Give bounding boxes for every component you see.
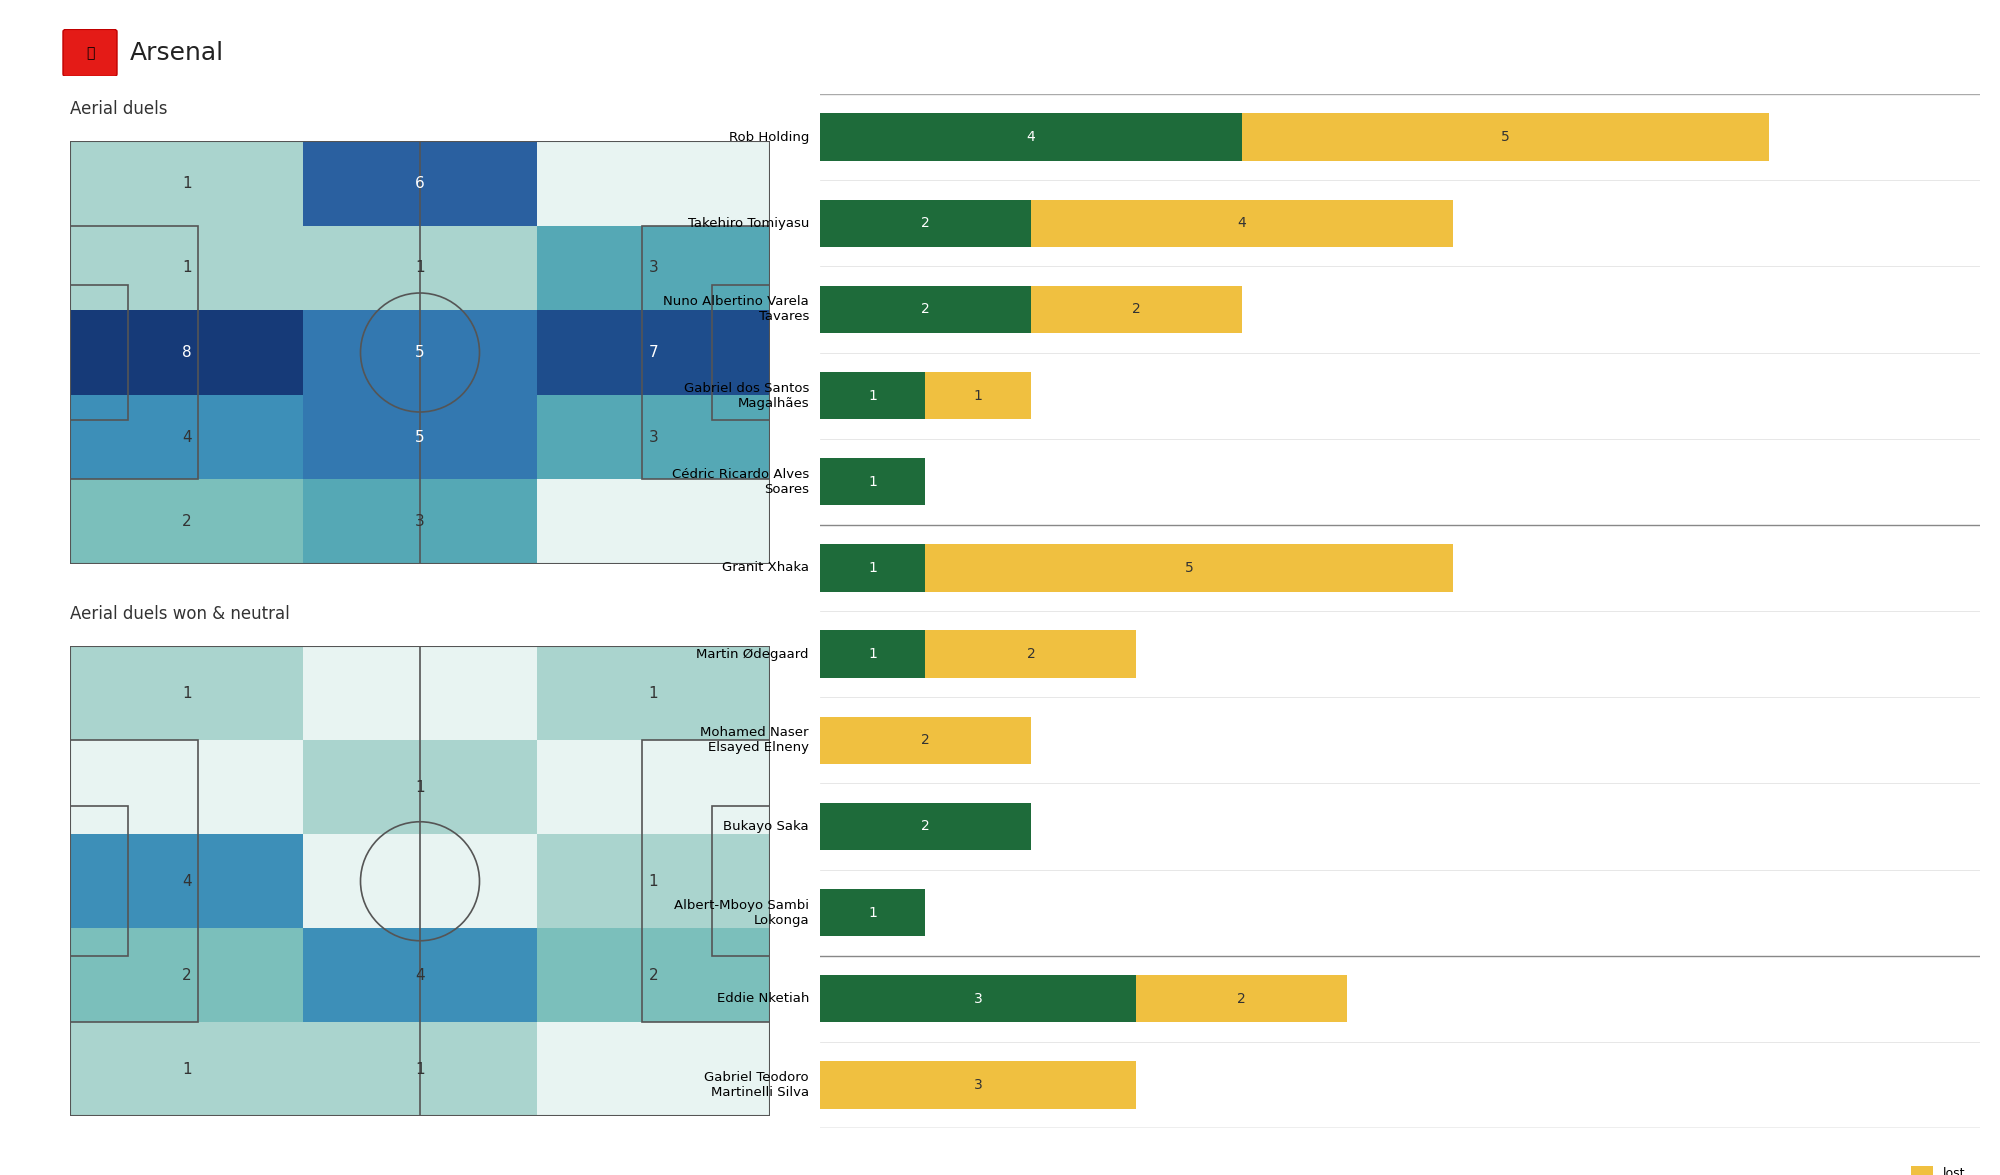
Text: 1: 1 xyxy=(868,906,878,920)
Bar xyxy=(820,975,1136,1022)
Text: 5: 5 xyxy=(1502,130,1510,145)
Text: 1: 1 xyxy=(868,560,878,575)
Text: 2: 2 xyxy=(182,515,192,529)
Bar xyxy=(1136,975,1348,1022)
Text: 1: 1 xyxy=(416,780,424,794)
Bar xyxy=(820,1061,1136,1109)
Bar xyxy=(820,803,1030,851)
Text: 3: 3 xyxy=(648,261,658,275)
Text: 5: 5 xyxy=(1184,560,1194,575)
Text: 1: 1 xyxy=(416,1062,424,1076)
Text: 1: 1 xyxy=(182,176,192,190)
Text: 1: 1 xyxy=(182,686,192,700)
Text: 2: 2 xyxy=(922,302,930,316)
Text: 2: 2 xyxy=(922,733,930,747)
Bar xyxy=(926,371,1030,419)
Text: 3: 3 xyxy=(974,992,982,1006)
Bar xyxy=(926,544,1452,592)
Text: 8: 8 xyxy=(182,345,192,360)
FancyBboxPatch shape xyxy=(64,29,116,76)
Text: 1: 1 xyxy=(974,389,982,403)
Bar xyxy=(820,544,926,592)
Bar xyxy=(820,631,926,678)
Text: 1: 1 xyxy=(416,261,424,275)
Bar xyxy=(820,371,926,419)
Bar xyxy=(820,286,1030,334)
Text: 1: 1 xyxy=(182,1062,192,1076)
Text: 2: 2 xyxy=(182,968,192,982)
Text: 4: 4 xyxy=(416,968,424,982)
Text: 3: 3 xyxy=(648,430,658,444)
Text: 🔴: 🔴 xyxy=(86,46,94,60)
Text: 2: 2 xyxy=(648,968,658,982)
Text: Arsenal: Arsenal xyxy=(130,41,224,65)
Text: 4: 4 xyxy=(182,874,192,888)
Text: 7: 7 xyxy=(648,345,658,360)
Text: Aerial duels: Aerial duels xyxy=(70,100,168,118)
Text: 2: 2 xyxy=(1132,302,1140,316)
Text: 1: 1 xyxy=(648,686,658,700)
Bar xyxy=(820,200,1030,247)
Bar xyxy=(1030,286,1242,334)
Text: 5: 5 xyxy=(416,430,424,444)
Text: Aerial duels won & neutral: Aerial duels won & neutral xyxy=(70,605,290,623)
Legend: lost, won: lost, won xyxy=(1906,1161,1974,1175)
Text: 2: 2 xyxy=(922,216,930,230)
Text: 5: 5 xyxy=(416,345,424,360)
Bar xyxy=(820,717,1030,764)
Text: 1: 1 xyxy=(868,647,878,662)
Bar xyxy=(926,631,1136,678)
Text: 2: 2 xyxy=(1026,647,1036,662)
Bar xyxy=(1030,200,1452,247)
Bar xyxy=(712,284,770,421)
Text: 1: 1 xyxy=(648,874,658,888)
Text: 4: 4 xyxy=(182,430,192,444)
Bar xyxy=(820,458,926,505)
Text: 1: 1 xyxy=(868,475,878,489)
Bar xyxy=(70,806,128,956)
Text: 2: 2 xyxy=(922,819,930,833)
Text: 3: 3 xyxy=(974,1077,982,1092)
Text: 6: 6 xyxy=(416,176,424,190)
Bar xyxy=(1242,114,1770,161)
Bar xyxy=(712,806,770,956)
Bar xyxy=(820,889,926,936)
Text: 4: 4 xyxy=(1026,130,1036,145)
Bar xyxy=(70,284,128,421)
Text: 2: 2 xyxy=(1238,992,1246,1006)
Bar xyxy=(820,114,1242,161)
Text: 1: 1 xyxy=(182,261,192,275)
Text: 1: 1 xyxy=(868,389,878,403)
Text: 3: 3 xyxy=(416,515,424,529)
Text: 4: 4 xyxy=(1238,216,1246,230)
